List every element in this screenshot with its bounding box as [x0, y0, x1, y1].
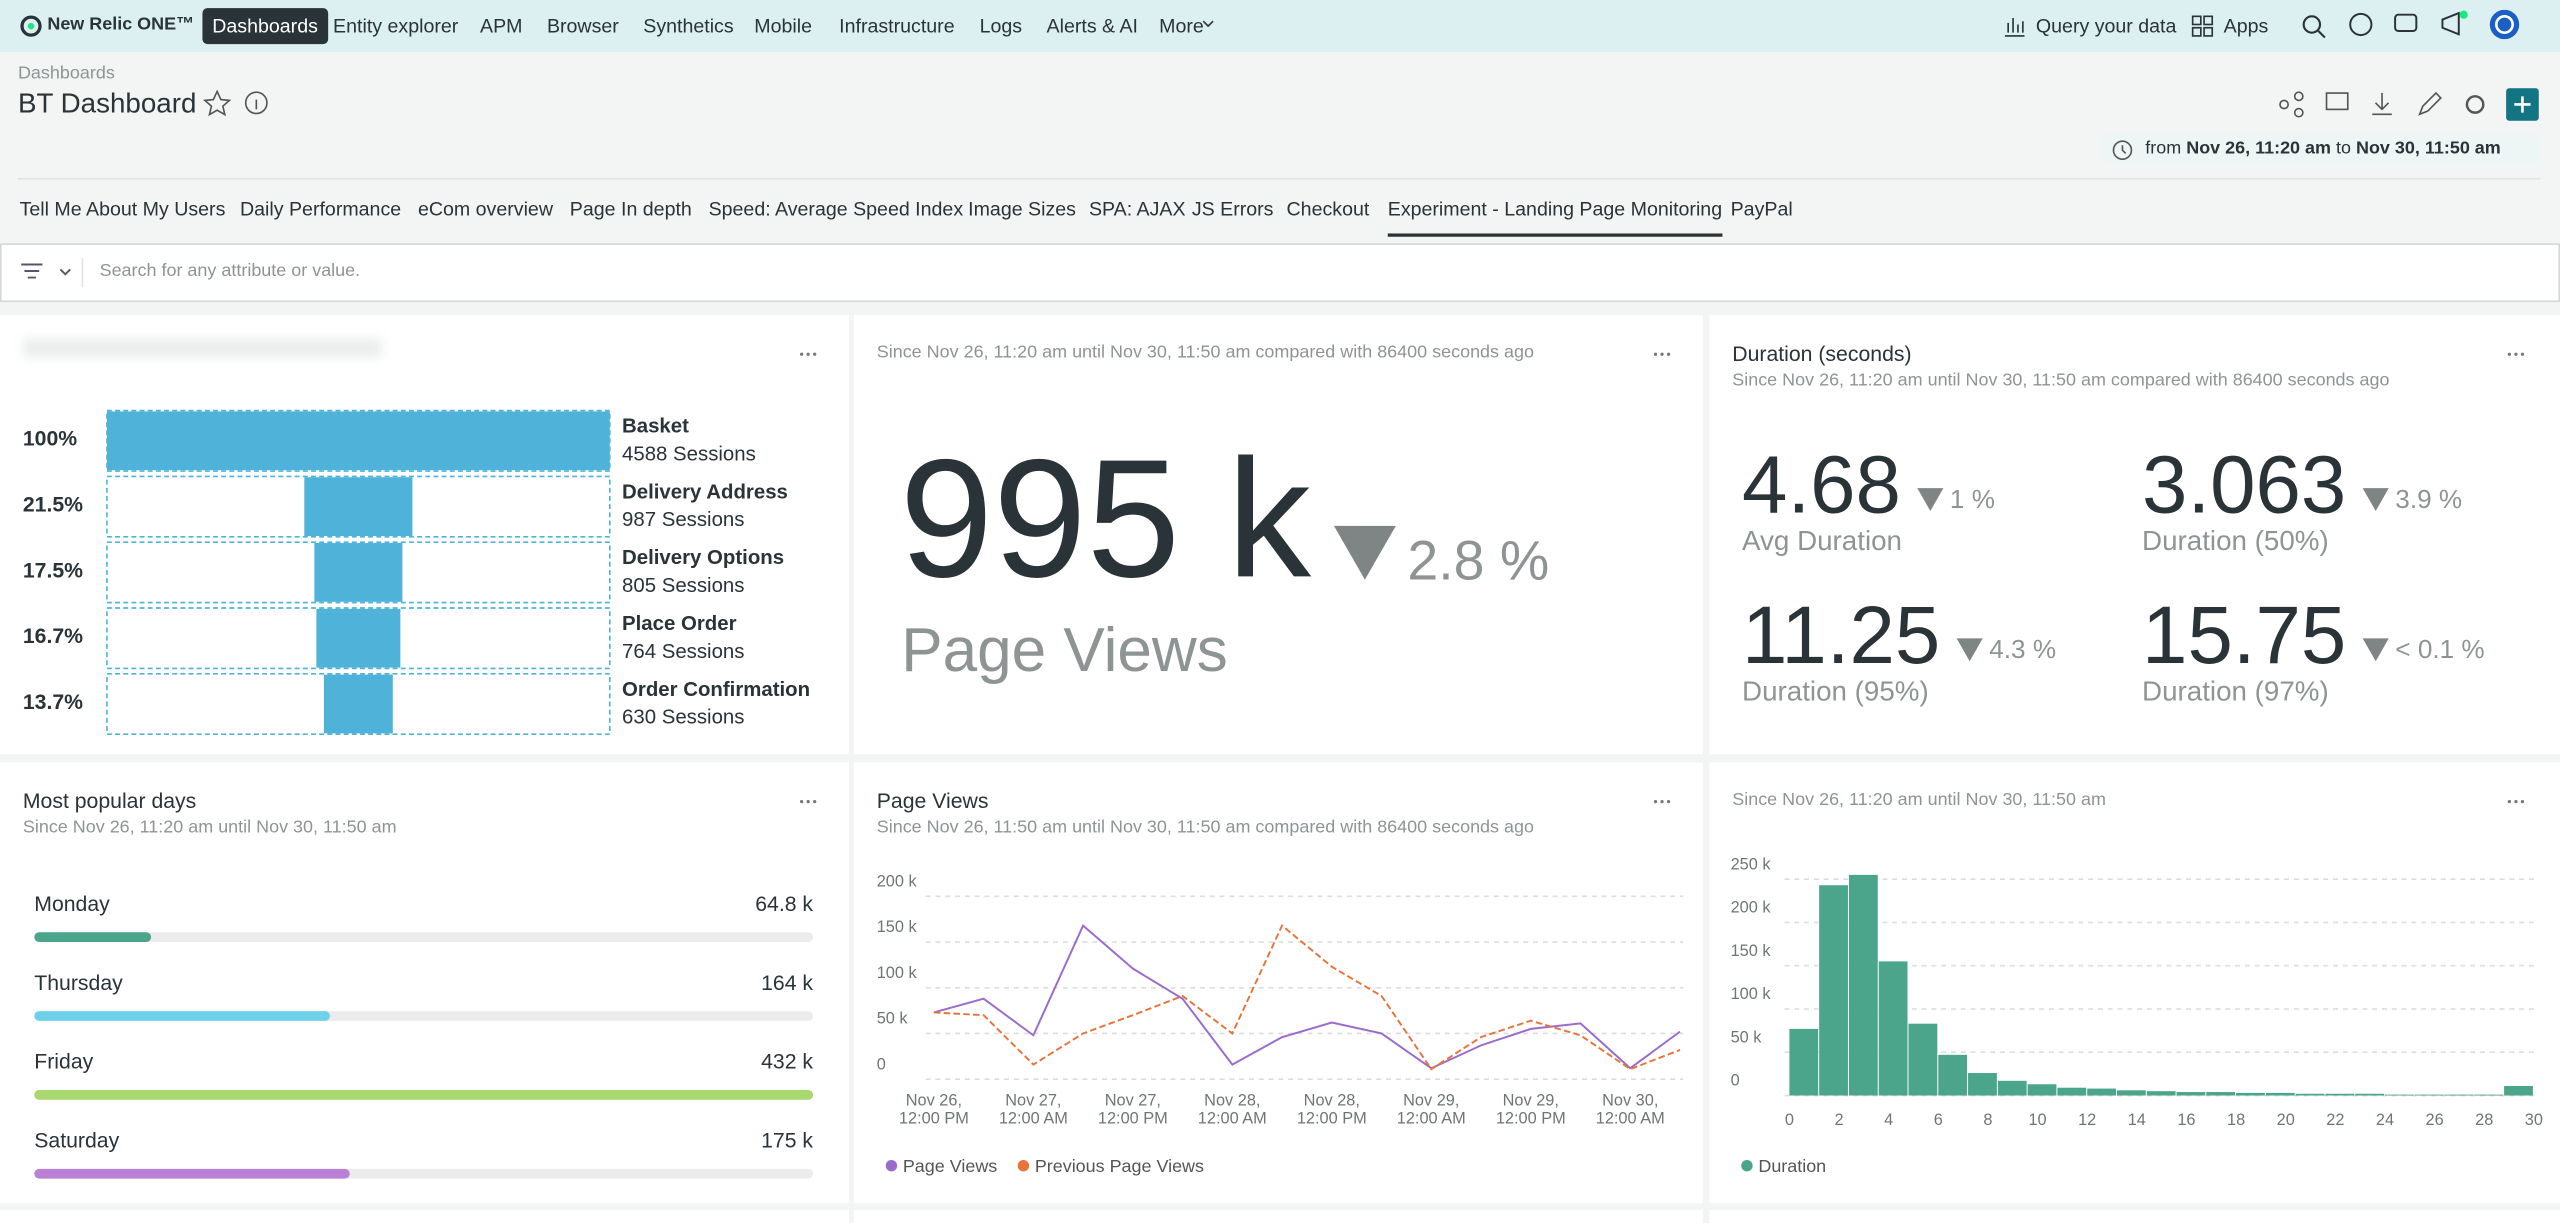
query-icon: [2004, 17, 2025, 37]
x-tick-label: Nov 29, 12:00 PM: [1495, 1092, 1566, 1129]
time-to: Nov 30, 11:50 am: [2355, 138, 2501, 159]
funnel-panel: [0, 315, 849, 755]
nav-item[interactable]: APM: [479, 14, 523, 38]
duration-panel: Duration (seconds) Since Nov 26, 11:20 a…: [1709, 315, 2560, 755]
blurred-title: [22, 337, 383, 358]
nav-item[interactable]: Entity explorer: [333, 14, 459, 38]
tab[interactable]: SPA: AJAX: [1088, 197, 1186, 221]
tab[interactable]: PayPal: [1730, 197, 1793, 221]
separator: [17, 177, 2541, 180]
top-nav: New Relic ONE™ Query your data Apps: [0, 0, 2560, 53]
billboard-panel: Since Nov 26, 11:20 am until Nov 30, 11:…: [853, 315, 1703, 755]
time-from: Nov 26, 11:20 am: [2186, 138, 2331, 159]
search-placeholder: Search for any attribute or value.: [99, 261, 361, 281]
page-views-panel: Page Views Since Nov 26, 11:50 am until …: [853, 762, 1703, 1204]
tab[interactable]: Speed: Average Speed Index: [708, 197, 964, 221]
x-tick-label: Nov 27, 12:00 AM: [998, 1092, 1068, 1129]
subtitle: Since Nov 26, 11:50 am until Nov 30, 11:…: [876, 817, 1534, 838]
search-bar[interactable]: Search for any attribute or value.: [0, 243, 2560, 303]
x-tick-label: Nov 27, 12:00 PM: [1097, 1092, 1168, 1129]
popular-days-panel: Most popular days Since Nov 26, 11:20 am…: [0, 762, 849, 1204]
subtitle: Since Nov 26, 11:20 am until Nov 30, 11:…: [1732, 790, 2106, 810]
time-picker[interactable]: from Nov 26, 11:20 am to Nov 30, 11:50 a…: [2101, 133, 2541, 165]
metric-label: Duration (97%): [2142, 675, 2329, 707]
tab[interactable]: Tell Me About My Users: [19, 197, 226, 221]
dashboard-title: BT Dashboard: [17, 88, 197, 120]
time-to-label: to: [2335, 138, 2351, 159]
title-icons: [202, 89, 268, 117]
metric-value: 11.25: [1742, 589, 1941, 681]
subtitle: Since Nov 26, 11:20 am until Nov 30, 11:…: [1732, 370, 2390, 391]
tab[interactable]: Checkout: [1286, 197, 1370, 221]
tab[interactable]: Page In depth: [569, 197, 692, 221]
panel-peek: [1709, 1209, 2560, 1223]
metric-change: 4.3 %: [1989, 636, 2057, 665]
billboard-label: Page Views: [901, 617, 1228, 686]
brand: New Relic ONE™: [47, 14, 195, 35]
metric-label: Duration (95%): [1742, 675, 1929, 707]
tab[interactable]: Experiment - Landing Page Monitoring: [1387, 198, 1723, 237]
down-arrow: [1333, 525, 1396, 580]
nav-item[interactable]: More: [1159, 14, 1204, 38]
nav-item[interactable]: Browser: [546, 14, 619, 38]
histogram-panel: Since Nov 26, 11:20 am until Nov 30, 11:…: [1709, 762, 2560, 1204]
subtitle: Since Nov 26, 11:20 am until Nov 30, 11:…: [876, 342, 1534, 363]
nav-item[interactable]: Alerts & AI: [1046, 14, 1139, 38]
query-your-data[interactable]: Query your data: [2035, 14, 2177, 38]
metric-change: < 0.1 %: [2395, 636, 2485, 665]
apps-icon: [2191, 15, 2214, 37]
apps[interactable]: Apps: [2223, 14, 2269, 38]
tab[interactable]: Image Sizes: [968, 197, 1076, 221]
x-tick-label: Nov 28, 12:00 PM: [1296, 1092, 1367, 1129]
x-tick-label: Nov 30, 12:00 AM: [1595, 1092, 1665, 1129]
clock-icon: [2112, 140, 2133, 160]
nav-icons: [2302, 9, 2520, 40]
x-tick-label: Nov 28, 12:00 AM: [1197, 1092, 1267, 1129]
subtitle: Since Nov 26, 11:20 am until Nov 30, 11:…: [22, 817, 397, 838]
billboard-value: 995 k: [899, 424, 1311, 613]
nav-item[interactable]: Dashboards: [202, 8, 328, 45]
nav-item[interactable]: Mobile: [754, 14, 813, 38]
tab[interactable]: JS Errors: [1191, 197, 1274, 221]
billboard-change: 2.8 %: [1407, 530, 1550, 593]
panel-title: Most popular days: [22, 788, 197, 814]
x-tick-label: Nov 26, 12:00 PM: [898, 1092, 969, 1129]
filter-icon: [21, 263, 71, 279]
tab[interactable]: eCom overview: [417, 197, 553, 221]
toolbar-icons: [2279, 88, 2539, 121]
panel-title: Duration (seconds): [1732, 341, 1912, 366]
panel-peek: [0, 1209, 849, 1223]
nav-item[interactable]: Infrastructure: [839, 14, 955, 38]
metric-value: 15.75: [2142, 589, 2347, 681]
metric-value: 3.063: [2142, 439, 2347, 531]
time-from-label: from: [2145, 138, 2182, 159]
metric-label: Avg Duration: [1742, 525, 1902, 557]
panel-title: Page Views: [876, 788, 989, 814]
metric-change: 3.9 %: [2395, 486, 2463, 515]
metric-change: 1 %: [1949, 486, 1995, 515]
metric-value: 4.68: [1742, 439, 1901, 531]
breadcrumb[interactable]: Dashboards: [17, 63, 115, 84]
metric-label: Duration (50%): [2142, 525, 2329, 557]
tab[interactable]: Daily Performance: [239, 197, 402, 221]
x-tick-label: Nov 29, 12:00 AM: [1396, 1092, 1466, 1129]
nav-item[interactable]: Logs: [979, 14, 1023, 38]
divider: [81, 257, 84, 288]
brand-logo: [20, 15, 42, 37]
panel-peek: [853, 1209, 1703, 1223]
nav-item[interactable]: Synthetics: [643, 14, 734, 38]
